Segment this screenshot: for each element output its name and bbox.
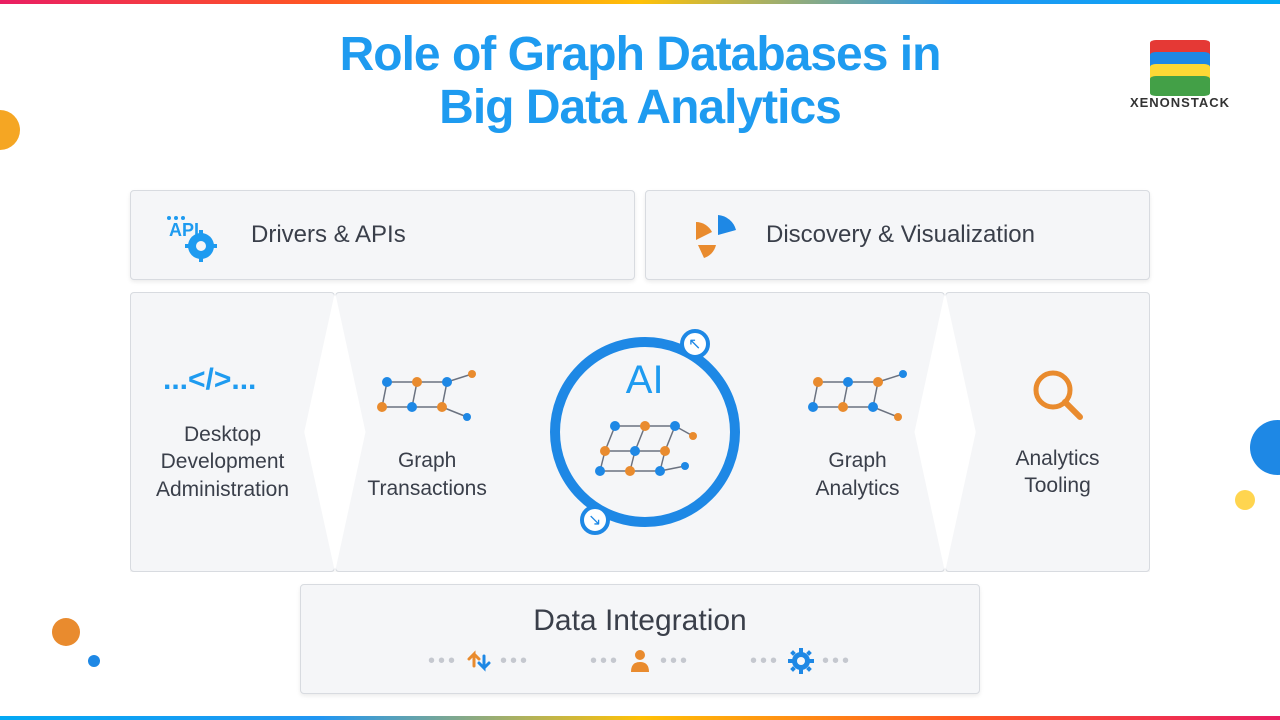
logo-text: XENONSTACK bbox=[1130, 95, 1230, 110]
bottom-gradient-border bbox=[0, 716, 1280, 720]
data-integration-title: Data Integration bbox=[533, 604, 746, 638]
brand-logo: XENONSTACK bbox=[1130, 30, 1230, 110]
dots: ••• bbox=[660, 650, 690, 673]
graph-transactions-icon bbox=[372, 362, 482, 432]
middle-row: ...</>... Desktop Development Administra… bbox=[130, 292, 1150, 572]
top-row: API Drivers & APIs Disc bbox=[130, 190, 1150, 280]
deco-circle bbox=[52, 618, 80, 646]
ai-arrow-top: ↖ bbox=[680, 329, 710, 359]
arrows-updown-icon bbox=[466, 648, 492, 674]
title-line2: Big Data Analytics bbox=[439, 81, 841, 134]
graph-analytics-col: Graph Analytics bbox=[803, 362, 913, 502]
svg-text:...</>...: ...</>... bbox=[163, 363, 256, 396]
person-icon bbox=[628, 648, 652, 674]
api-gear-icon: API bbox=[161, 208, 221, 263]
center-ai-card: Graph Transactions AI bbox=[335, 292, 945, 572]
right-label-1: Analytics bbox=[1015, 445, 1099, 472]
ai-label: AI bbox=[626, 358, 664, 403]
deco-circle bbox=[1235, 490, 1255, 510]
dots: ••• bbox=[500, 650, 530, 673]
ai-arrow-bottom: ↘ bbox=[580, 505, 610, 535]
discovery-viz-card: Discovery & Visualization bbox=[645, 190, 1150, 280]
right-label-2: Tooling bbox=[1015, 472, 1099, 499]
data-integration-card: Data Integration ••• ••• ••• ••• ••• bbox=[300, 584, 980, 694]
bottom-icons-row: ••• ••• ••• ••• ••• bbox=[428, 648, 852, 674]
dots: ••• bbox=[428, 650, 458, 673]
ai-graph-icon bbox=[585, 411, 705, 486]
diagram-container: API Drivers & APIs Disc bbox=[130, 190, 1150, 694]
graph-trans-l2: Transactions bbox=[367, 475, 486, 502]
ai-circle: AI ↖ ↘ bbox=[550, 337, 740, 527]
top-gradient-border bbox=[0, 0, 1280, 4]
left-label-3: Administration bbox=[156, 476, 289, 503]
dots: ••• bbox=[590, 650, 620, 673]
graph-trans-l1: Graph bbox=[367, 447, 486, 474]
graph-analytics-l1: Graph bbox=[816, 447, 900, 474]
drivers-apis-card: API Drivers & APIs bbox=[130, 190, 635, 280]
graph-analytics-l2: Analytics bbox=[816, 475, 900, 502]
dots: ••• bbox=[822, 650, 852, 673]
graph-transactions-col: Graph Transactions bbox=[367, 362, 486, 502]
page-title: Role of Graph Databases in Big Data Anal… bbox=[0, 29, 1280, 135]
desktop-dev-admin-card: ...</>... Desktop Development Administra… bbox=[130, 292, 335, 572]
discovery-viz-label: Discovery & Visualization bbox=[766, 221, 1035, 249]
graph-analytics-icon bbox=[803, 362, 913, 432]
deco-circle bbox=[1250, 420, 1280, 475]
pie-segments-icon bbox=[676, 210, 736, 260]
logo-stack-icon bbox=[1145, 30, 1215, 90]
left-label-1: Desktop bbox=[156, 421, 289, 448]
title-line1: Role of Graph Databases in bbox=[340, 28, 941, 81]
magnifier-icon bbox=[1028, 365, 1088, 425]
code-icon: ...</>... bbox=[163, 361, 283, 401]
deco-circle bbox=[88, 655, 100, 667]
gear-icon bbox=[788, 648, 814, 674]
dots: ••• bbox=[750, 650, 780, 673]
analytics-tooling-card: Analytics Tooling bbox=[945, 292, 1150, 572]
left-label-2: Development bbox=[156, 448, 289, 475]
drivers-apis-label: Drivers & APIs bbox=[251, 221, 406, 249]
